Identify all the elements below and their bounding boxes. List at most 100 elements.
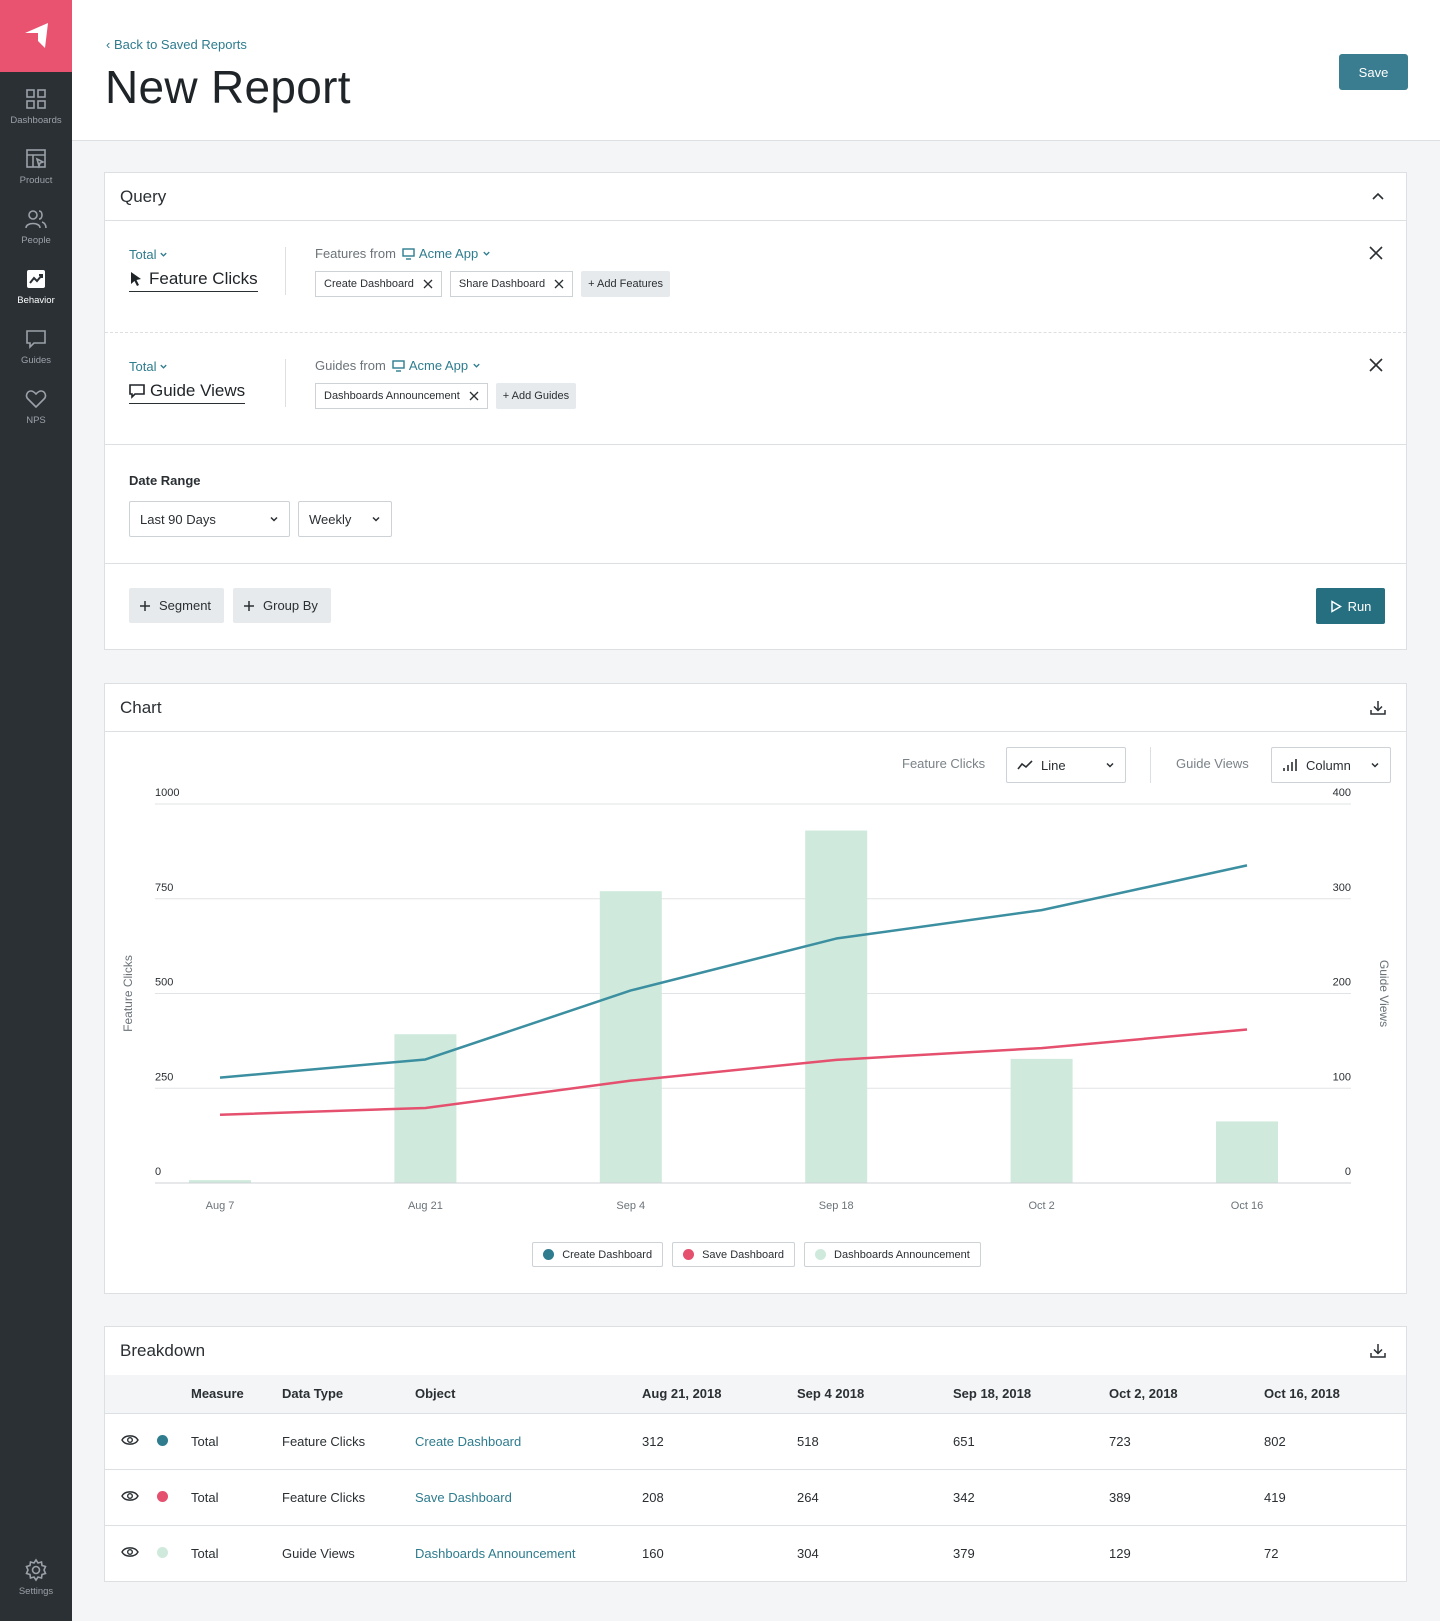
- close-icon[interactable]: [423, 279, 433, 289]
- measure-cell: Total: [191, 1545, 219, 1561]
- series-color-dot: [157, 1434, 168, 1446]
- header-date[interactable]: Sep 18, 2018: [953, 1375, 1109, 1414]
- header-date[interactable]: Oct 2, 2018: [1109, 1375, 1264, 1414]
- header-date[interactable]: Sep 4 2018: [797, 1375, 953, 1414]
- query-actions: Segment Group By Run: [105, 564, 1406, 646]
- legend-item-create-dashboard[interactable]: Create Dashboard: [532, 1242, 664, 1267]
- dashboards-icon: [26, 88, 46, 109]
- monitor-icon: [402, 247, 415, 260]
- header-date[interactable]: Aug 21, 2018: [642, 1375, 797, 1414]
- guide-chips: Dashboards Announcement + Add Guides: [315, 383, 577, 409]
- run-button[interactable]: Run: [1316, 588, 1385, 624]
- object-link[interactable]: Dashboards Announcement: [415, 1545, 576, 1561]
- bar: [1216, 1121, 1278, 1183]
- download-icon[interactable]: [1368, 1341, 1388, 1361]
- feature-chip: Create Dashboard: [315, 271, 442, 297]
- remove-row-close-icon[interactable]: [1368, 245, 1384, 261]
- metric-selector[interactable]: Feature Clicks: [129, 269, 258, 292]
- value-cell: 129: [1109, 1545, 1131, 1561]
- series-color-dot: [157, 1490, 168, 1502]
- group-by-button[interactable]: Group By: [233, 588, 331, 623]
- sidebar-item-product[interactable]: Product: [0, 136, 72, 196]
- save-button[interactable]: Save: [1339, 54, 1408, 90]
- header-data-type[interactable]: Data Type: [282, 1375, 415, 1414]
- total-dropdown[interactable]: Total: [129, 247, 168, 262]
- total-dropdown[interactable]: Total: [129, 359, 168, 374]
- date-range-select[interactable]: Last 90 Days: [129, 501, 290, 537]
- value-cell: 304: [797, 1545, 819, 1561]
- page-title: New Report: [105, 61, 351, 113]
- guide-views-type-select[interactable]: Column: [1271, 747, 1391, 783]
- legend-item-save-dashboard[interactable]: Save Dashboard: [672, 1242, 796, 1267]
- download-icon[interactable]: [1368, 698, 1388, 718]
- x-tick-label: Sep 4: [616, 1200, 645, 1212]
- close-icon[interactable]: [469, 391, 479, 401]
- app-logo[interactable]: [0, 0, 72, 72]
- date-range-section: Date Range Last 90 Days Weekly: [105, 445, 1406, 564]
- header-object[interactable]: Object: [415, 1375, 642, 1414]
- source-line: Features from Acme App: [315, 246, 491, 261]
- sidebar-item-nps[interactable]: NPS: [0, 376, 72, 436]
- eye-icon[interactable]: [121, 1490, 139, 1502]
- sidebar-item-label: Guides: [20, 354, 52, 366]
- add-features-button[interactable]: + Add Features: [581, 271, 671, 297]
- visibility-cell: [105, 1525, 157, 1581]
- y-tick-label-left: 250: [155, 1071, 173, 1083]
- app-selector[interactable]: Acme App: [392, 358, 481, 373]
- add-segment-button[interactable]: Segment: [129, 588, 224, 623]
- object-link[interactable]: Create Dashboard: [415, 1413, 642, 1470]
- sidebar-item-label: People: [21, 234, 51, 246]
- chevron-down-icon: [372, 516, 380, 522]
- feature-chip: Share Dashboard: [449, 271, 574, 297]
- app-selector[interactable]: Acme App: [402, 246, 491, 261]
- query-row-feature-clicks: Total Feature Clicks Features from Acme …: [105, 221, 1406, 333]
- sidebar-item-settings[interactable]: Settings: [0, 1547, 72, 1607]
- sidebar-nav: Dashboards Product People Behavior Guide…: [0, 76, 72, 436]
- eye-icon[interactable]: [121, 1434, 139, 1446]
- legend-item-dashboards-announcement[interactable]: Dashboards Announcement: [804, 1242, 981, 1267]
- sidebar-item-label: Settings: [18, 1585, 54, 1597]
- add-guides-button[interactable]: + Add Guides: [495, 383, 577, 409]
- sidebar-item-people[interactable]: People: [0, 196, 72, 256]
- back-to-saved-reports-link[interactable]: ‹ Back to Saved Reports: [106, 37, 247, 52]
- feature-chips: Create Dashboard Share Dashboard + Add F…: [315, 271, 671, 297]
- header-date[interactable]: Oct 16, 2018: [1264, 1375, 1406, 1414]
- object-link[interactable]: Save Dashboard: [415, 1469, 642, 1526]
- value-cell: 264: [797, 1469, 953, 1526]
- gear-icon: [25, 1558, 47, 1581]
- sidebar-item-guides[interactable]: Guides: [0, 316, 72, 376]
- controls-divider: [1150, 747, 1151, 783]
- sidebar-item-label: Dashboards: [10, 114, 62, 126]
- run-label: Run: [1347, 598, 1372, 614]
- value-cell: 72: [1264, 1545, 1279, 1561]
- metric-selector[interactable]: Guide Views: [129, 381, 246, 404]
- value-cell: 312: [642, 1413, 797, 1470]
- color-cell: [157, 1525, 191, 1581]
- plus-icon: [140, 600, 150, 611]
- visibility-cell: [105, 1469, 157, 1526]
- remove-row-close-icon[interactable]: [1368, 357, 1384, 373]
- header-measure[interactable]: Measure: [191, 1375, 282, 1414]
- legend-label: Save Dashboard: [702, 1248, 785, 1261]
- sidebar-item-behavior[interactable]: Behavior: [0, 256, 72, 316]
- nps-icon: [25, 389, 47, 408]
- product-icon: [26, 148, 46, 169]
- query-row-guide-views: Total Guide Views Guides from Acme App D…: [105, 333, 1406, 445]
- y-axis-title-left: Feature Clicks: [121, 955, 135, 1032]
- interval-select[interactable]: Weekly: [298, 501, 392, 537]
- sidebar-item-dashboards[interactable]: Dashboards: [0, 76, 72, 136]
- group-by-label: Group By: [263, 598, 318, 613]
- speech-bubble-icon: [129, 383, 145, 399]
- legend-dot: [543, 1249, 555, 1260]
- color-cell: [157, 1413, 191, 1470]
- chip-label: Dashboards Announcement: [324, 390, 460, 402]
- feature-clicks-type-select[interactable]: Line: [1006, 747, 1126, 783]
- chevron-up-icon[interactable]: [1368, 187, 1388, 207]
- value-cell: 723: [1109, 1413, 1264, 1470]
- eye-icon[interactable]: [121, 1546, 139, 1558]
- value-cell: 802: [1264, 1413, 1406, 1470]
- value-cell: 208: [642, 1469, 797, 1526]
- close-icon[interactable]: [554, 279, 564, 289]
- chevron-down-icon: [1371, 762, 1379, 768]
- x-tick-label: Aug 21: [408, 1200, 443, 1212]
